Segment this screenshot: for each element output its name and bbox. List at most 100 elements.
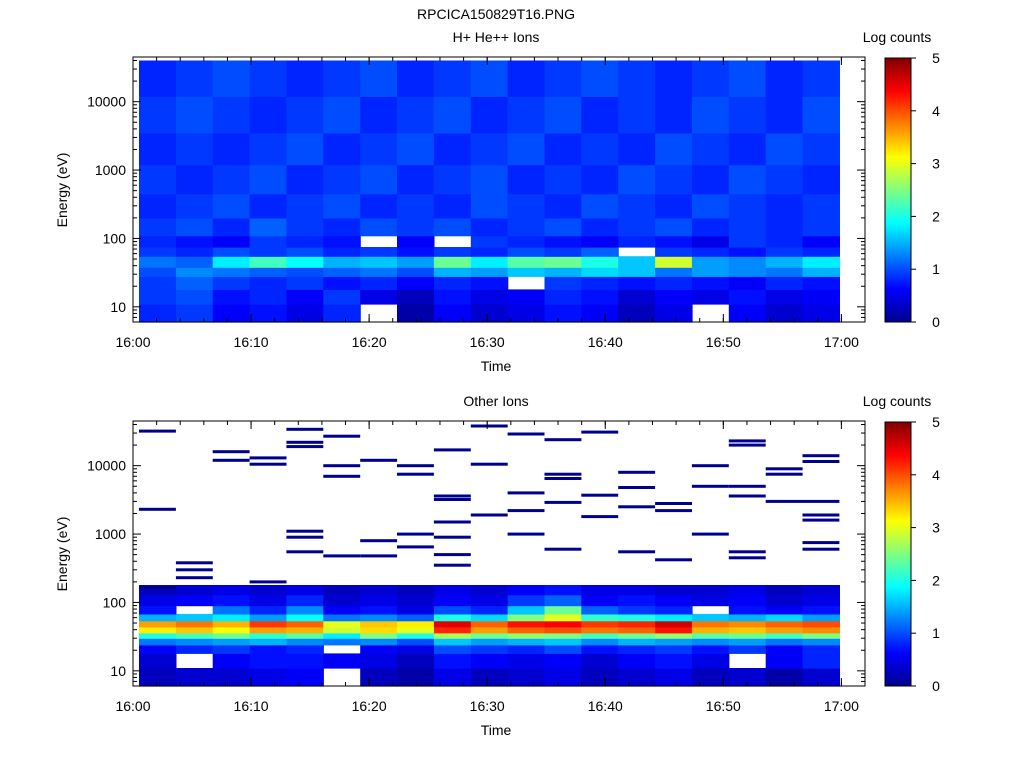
heatmap-cell — [507, 620, 546, 628]
heatmap-cell — [618, 594, 656, 607]
heatmap-cell — [691, 585, 730, 596]
heatmap-cell — [618, 644, 656, 654]
heatmap-cell — [323, 620, 361, 628]
heatmap-cell — [544, 605, 582, 615]
heatmap-cell — [581, 632, 619, 639]
x-tick-label: 16:30 — [470, 698, 505, 714]
heatmap-cell — [581, 267, 619, 277]
heatmap-cell — [765, 594, 804, 607]
heatmap-cell — [618, 605, 656, 615]
heatmap-cell — [212, 626, 251, 634]
heatmap-cell — [433, 247, 472, 257]
heatmap-cell — [470, 235, 509, 248]
heatmap-cell — [544, 193, 582, 219]
heatmap-cell — [139, 644, 177, 654]
sparse-count-mark — [397, 464, 434, 468]
heatmap-cell — [655, 644, 693, 654]
heatmap-cell — [286, 132, 324, 166]
heatmap-cell — [323, 267, 361, 277]
heatmap-cell — [139, 605, 177, 615]
heatmap-cell — [581, 304, 619, 323]
heatmap-cell — [286, 653, 324, 669]
y-tick-label: 100 — [103, 230, 127, 246]
heatmap-cell — [802, 632, 840, 639]
heatmap-cell — [618, 235, 656, 248]
sparse-count-mark — [323, 554, 361, 558]
heatmap-cell — [139, 304, 177, 323]
heatmap-cell — [691, 193, 730, 219]
sparse-count-mark — [507, 509, 545, 513]
heatmap-cell — [728, 289, 767, 305]
heatmap-cell — [212, 594, 251, 607]
x-tick-label: 16:00 — [115, 698, 150, 714]
x-tick-label: 17:00 — [824, 698, 859, 714]
sparse-count-mark — [433, 448, 471, 452]
heatmap-cell — [728, 620, 767, 628]
heatmap-cell — [728, 304, 767, 323]
heatmap-cell — [802, 132, 840, 166]
heatmap-cell — [507, 585, 546, 596]
sparse-count-mark — [433, 498, 471, 501]
heatmap-cell — [581, 256, 619, 268]
heatmap-cell — [323, 304, 361, 323]
heatmap-cell — [765, 289, 804, 305]
heatmap-cell — [765, 653, 804, 669]
heatmap-cell — [323, 256, 361, 268]
colorbar — [884, 57, 912, 323]
sparse-count-mark — [544, 472, 582, 476]
heatmap-cell — [323, 217, 361, 237]
heatmap-cell — [397, 632, 435, 639]
heatmap-cell — [544, 632, 582, 639]
heatmap-cell — [175, 235, 214, 248]
sparse-count-mark — [765, 499, 803, 503]
heatmap-cell — [691, 632, 730, 639]
heatmap-cell — [175, 96, 214, 134]
heatmap-cell — [360, 256, 398, 268]
heatmap-cell — [360, 247, 398, 257]
heatmap-cell — [249, 594, 288, 607]
heatmap-cell — [691, 96, 730, 134]
heatmap-cell — [175, 247, 214, 257]
heatmap-cell — [507, 96, 546, 134]
heatmap-cell — [618, 638, 656, 646]
heatmap-cell — [249, 217, 288, 237]
x-tick-label: 16:40 — [588, 334, 623, 350]
sparse-count-mark — [728, 556, 766, 560]
sparse-count-mark — [360, 554, 398, 558]
heatmap-cell — [618, 267, 656, 277]
heatmap-cell — [323, 613, 361, 622]
heatmap-cell — [765, 267, 804, 277]
heatmap-cell — [655, 235, 693, 248]
heatmap-cell — [618, 620, 656, 628]
sparse-count-mark — [286, 550, 324, 554]
heatmap-cell — [507, 653, 546, 669]
heatmap-cell — [249, 193, 288, 219]
heatmap-cell — [802, 247, 840, 257]
x-tick-label: 16:50 — [706, 698, 741, 714]
heatmap-cell — [655, 193, 693, 219]
heatmap-cell — [802, 96, 840, 134]
heatmap-cell — [507, 304, 546, 323]
heatmap-cell — [691, 638, 730, 646]
heatmap-cell — [544, 267, 582, 277]
heatmap-cell — [618, 132, 656, 166]
sparse-count-mark — [581, 515, 619, 519]
heatmap-cell — [212, 256, 251, 268]
heatmap-cell — [175, 668, 214, 687]
heatmap-cell — [544, 644, 582, 654]
heatmap-cell — [507, 605, 546, 615]
heatmap-cell — [212, 668, 251, 687]
heatmap-cell — [691, 164, 730, 195]
heatmap-cell — [544, 247, 582, 257]
heatmap-cell — [360, 644, 398, 654]
heatmap-cell — [765, 60, 804, 97]
heatmap-cell — [433, 585, 472, 596]
heatmap-cell — [802, 164, 840, 195]
heatmap-cell — [249, 304, 288, 323]
heatmap-cell — [323, 594, 361, 607]
heatmap-cell — [470, 267, 509, 277]
heatmap-cell — [655, 256, 693, 268]
heatmap-cell — [175, 585, 214, 596]
heatmap-cell — [544, 289, 582, 305]
heatmap-cell — [802, 638, 840, 646]
